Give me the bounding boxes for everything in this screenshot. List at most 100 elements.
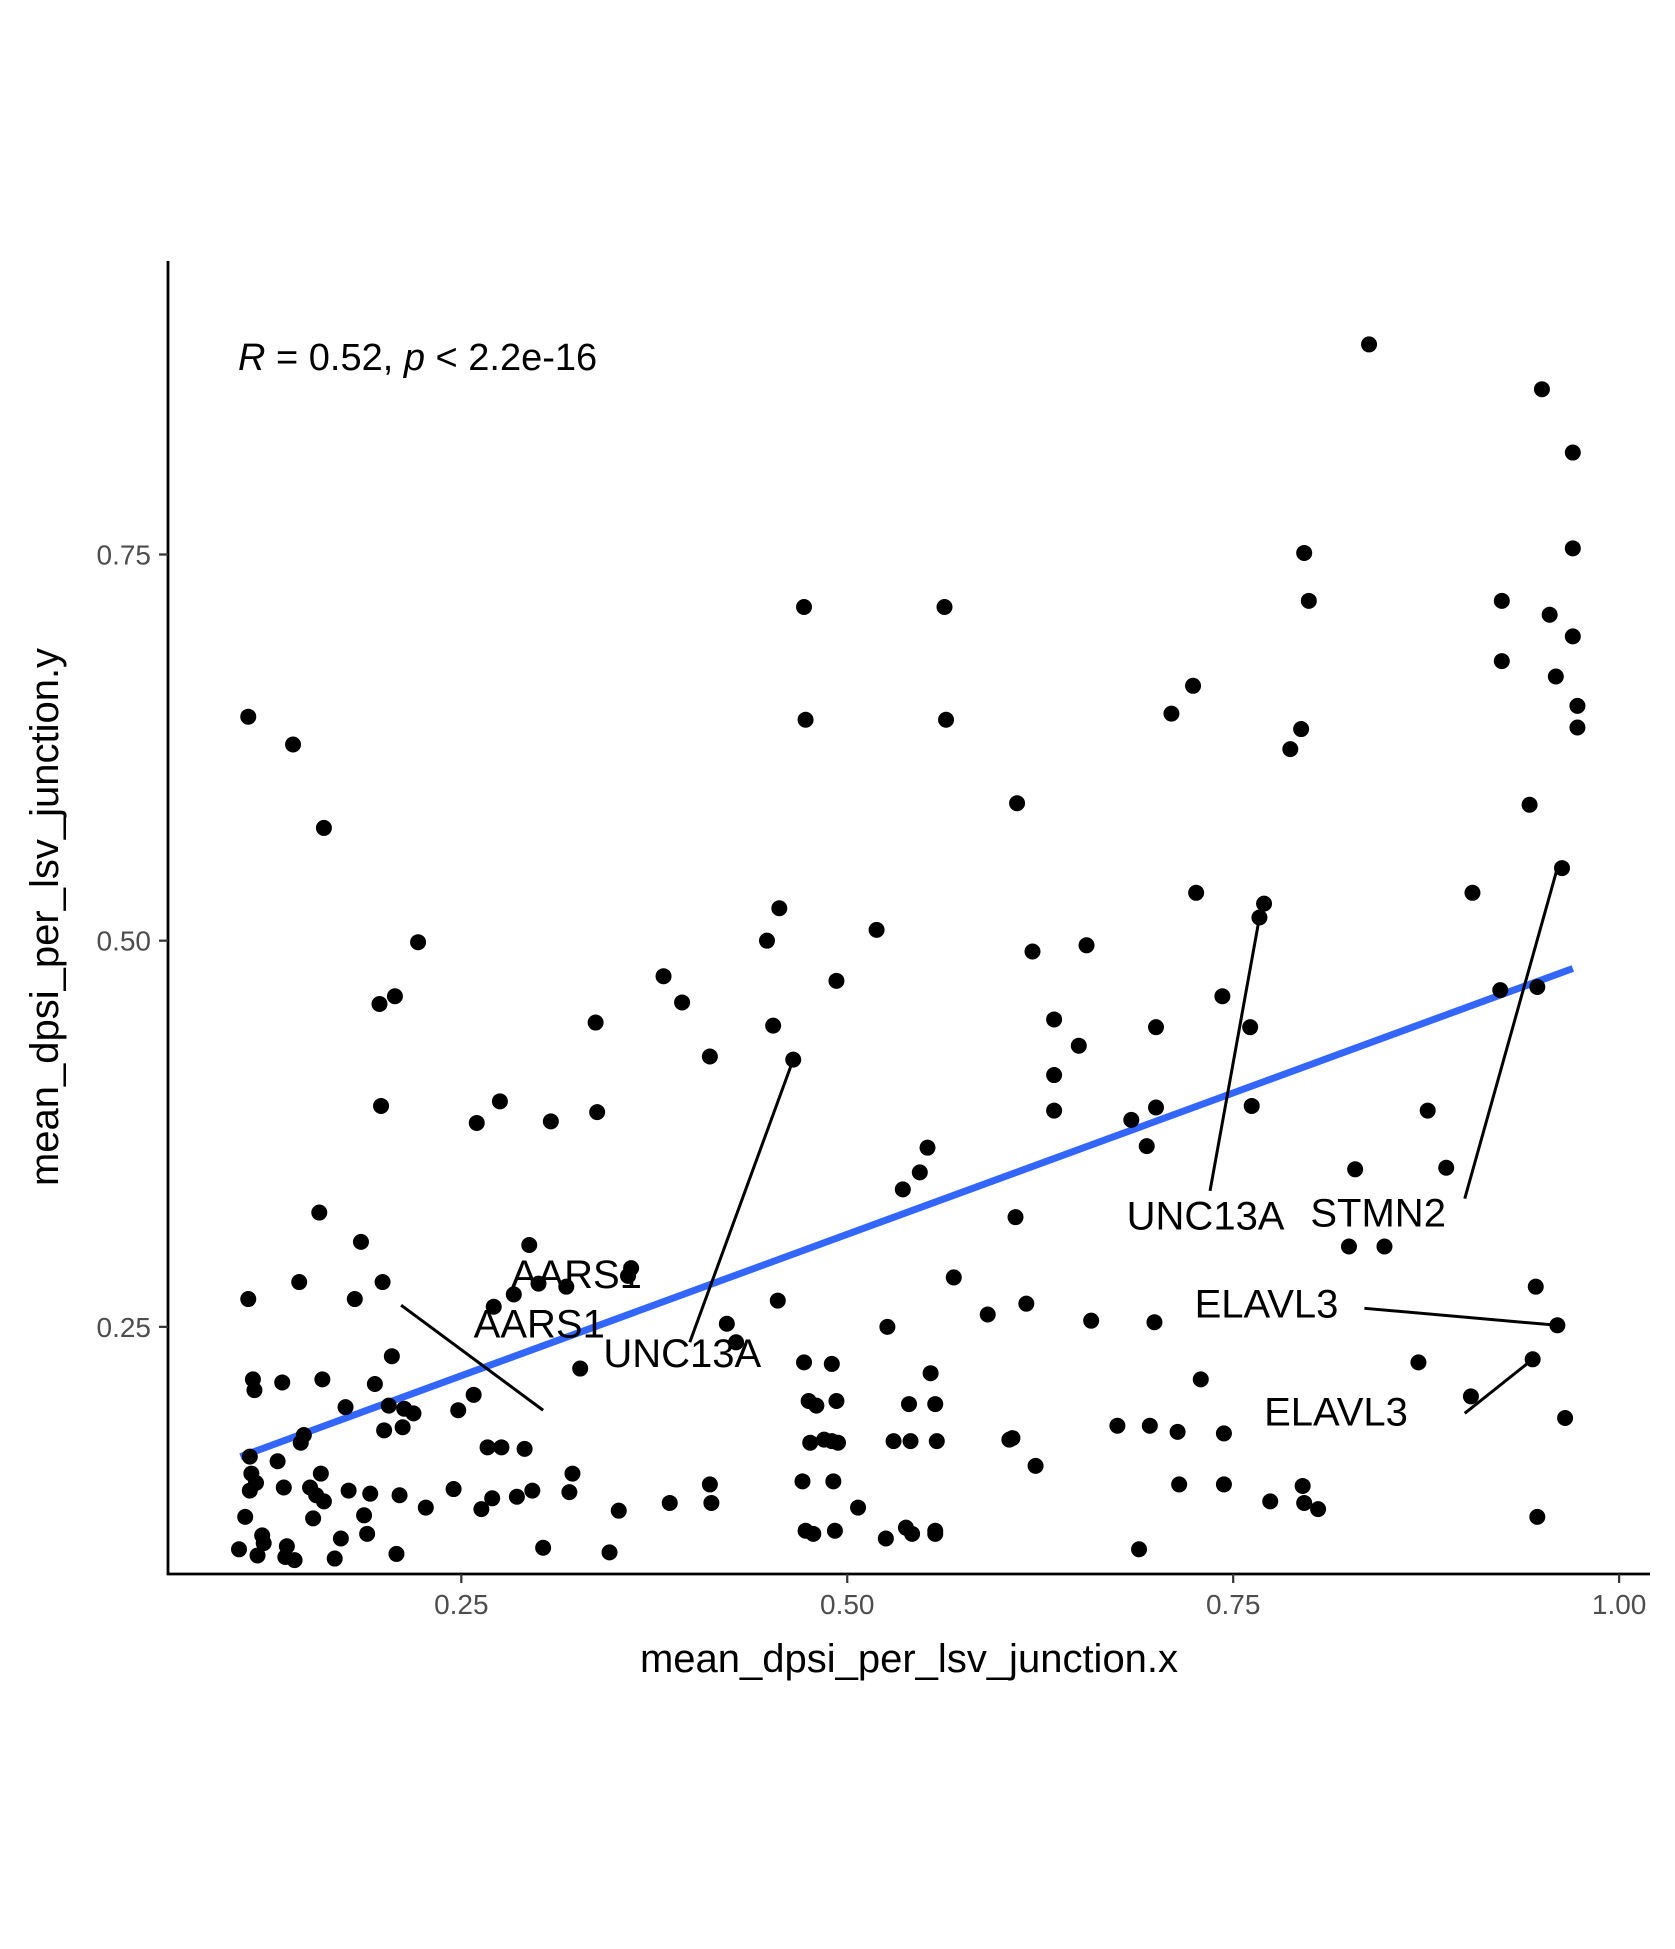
data-point — [1527, 1278, 1544, 1295]
data-point — [927, 1525, 944, 1542]
data-point — [275, 1479, 292, 1496]
label-leader-line — [1364, 1306, 1558, 1327]
data-point — [465, 1386, 482, 1403]
data-point — [246, 1382, 263, 1399]
data-point — [505, 1286, 522, 1303]
data-point — [314, 1371, 331, 1388]
data-point — [278, 1538, 295, 1555]
data-point — [373, 1097, 390, 1114]
data-point — [535, 1539, 552, 1556]
data-point — [928, 1433, 945, 1450]
data-point — [291, 1274, 308, 1291]
y-axis-title: mean_dpsi_per_lsv_junction.y — [23, 648, 67, 1186]
data-point — [655, 968, 672, 985]
data-point — [936, 599, 953, 616]
data-point — [674, 994, 691, 1011]
data-point — [491, 1093, 508, 1110]
data-point — [376, 1422, 393, 1439]
data-point — [808, 1397, 825, 1414]
p-symbol: p — [403, 337, 425, 379]
data-point — [383, 1348, 400, 1365]
data-point — [359, 1525, 376, 1542]
data-point — [332, 1530, 349, 1547]
data-point — [240, 1291, 257, 1308]
data-point — [1310, 1501, 1327, 1518]
data-point — [1024, 943, 1041, 960]
data-point — [1123, 1111, 1140, 1128]
data-point — [1070, 1037, 1087, 1054]
data-point — [885, 1433, 902, 1450]
data-point — [765, 1017, 782, 1034]
data-point — [1462, 1388, 1479, 1405]
data-point — [305, 1510, 322, 1527]
data-point — [1493, 592, 1510, 609]
data-point — [450, 1402, 467, 1419]
data-point — [718, 1315, 735, 1332]
data-point — [493, 1439, 510, 1456]
gene-label: ELAVL3 — [1264, 1391, 1408, 1435]
gene-label: UNC13A — [603, 1332, 761, 1376]
data-point — [388, 1545, 405, 1562]
data-point — [295, 1426, 312, 1443]
data-point — [1419, 1102, 1436, 1119]
data-point — [1521, 796, 1538, 813]
data-point — [352, 1233, 369, 1250]
data-point — [311, 1204, 328, 1221]
data-point — [326, 1550, 343, 1567]
data-point — [1169, 1423, 1186, 1440]
data-point — [877, 1530, 894, 1547]
data-point — [1410, 1354, 1427, 1371]
data-point — [1564, 444, 1581, 461]
data-point — [542, 1113, 559, 1130]
p-value: < 2.2e-16 — [425, 337, 597, 379]
data-point — [1464, 884, 1481, 901]
y-tick-label: 0.50 — [97, 926, 152, 957]
data-point — [1146, 1314, 1163, 1331]
r-symbol: R — [238, 337, 265, 379]
data-point — [701, 1048, 718, 1065]
data-point — [1214, 988, 1231, 1005]
x-tick-label: 1.00 — [1592, 1589, 1647, 1620]
data-point — [417, 1499, 434, 1516]
data-point — [1347, 1161, 1364, 1178]
data-point — [1492, 982, 1509, 999]
data-point — [1293, 721, 1310, 738]
gene-label: AARS1 — [474, 1303, 605, 1347]
data-point — [468, 1114, 485, 1131]
data-point — [391, 1487, 408, 1504]
data-point — [601, 1544, 618, 1561]
data-point — [904, 1525, 921, 1542]
data-point — [1018, 1295, 1035, 1312]
data-point — [1564, 540, 1581, 557]
data-point — [405, 1405, 422, 1422]
data-point — [1262, 1493, 1279, 1510]
label-leader-line — [400, 1304, 545, 1412]
data-point — [758, 932, 775, 949]
data-point — [802, 1434, 819, 1451]
data-point — [241, 1448, 258, 1465]
data-point — [945, 1269, 962, 1286]
data-point — [286, 1552, 303, 1569]
ticks-layer: 0.25 0.50 0.75 1.00 0.25 0.50 0.75 — [97, 539, 1647, 1620]
data-point — [572, 1360, 589, 1377]
data-point — [927, 1396, 944, 1413]
data-point — [1243, 1097, 1260, 1114]
data-point — [1046, 1011, 1063, 1028]
y-tick-label: 0.75 — [97, 539, 152, 570]
data-point — [1296, 1494, 1313, 1511]
data-point — [825, 1473, 842, 1490]
trend-line-layer — [239, 965, 1575, 1460]
data-point — [587, 1014, 604, 1031]
data-point — [1215, 1476, 1232, 1493]
data-point — [410, 934, 427, 951]
data-point — [380, 1397, 397, 1414]
data-point — [371, 996, 388, 1013]
data-point — [1282, 741, 1299, 758]
data-point — [231, 1541, 248, 1558]
data-point — [315, 819, 332, 836]
data-point — [386, 988, 403, 1005]
data-point — [1141, 1417, 1158, 1434]
data-point — [828, 972, 845, 989]
data-point — [561, 1484, 578, 1501]
data-point — [1148, 1019, 1164, 1036]
